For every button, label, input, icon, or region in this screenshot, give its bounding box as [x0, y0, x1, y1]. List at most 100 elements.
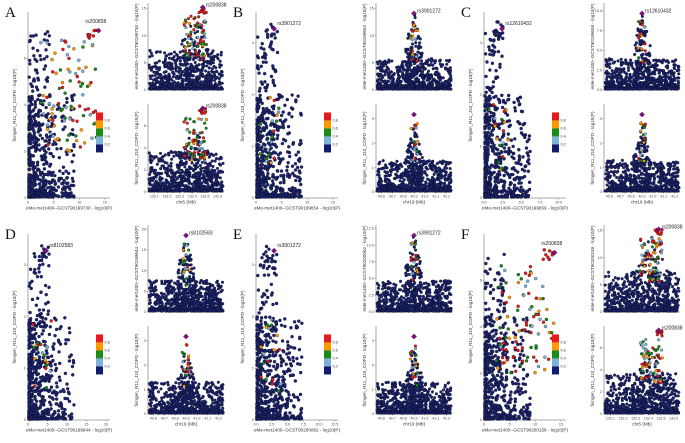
snp-point [167, 52, 171, 56]
scatter-y-axis-label: finngen_R11_J10_COPD - log10(P) [240, 68, 245, 141]
snp-point [158, 175, 162, 179]
snp-point [378, 59, 382, 63]
snp-point [272, 98, 276, 103]
snp-point [41, 93, 45, 98]
snp-point [420, 71, 424, 75]
snp-point [36, 97, 40, 102]
snp-point [209, 84, 214, 89]
snp-point [445, 83, 449, 87]
snp-point [259, 194, 263, 199]
x-tick-label: 7.5 [537, 201, 542, 205]
snp-point [202, 177, 206, 181]
snp-point [189, 62, 193, 66]
snp-point [449, 79, 453, 83]
snp-point [210, 186, 214, 191]
snp-point [179, 171, 183, 175]
snp-point [31, 126, 35, 131]
bottom-y-axis-label: finngen_R11_J10_COPD - log10(P) [134, 111, 139, 184]
snp-point [381, 159, 385, 163]
snp-point [45, 161, 49, 166]
snp-point [295, 165, 300, 170]
snp-point [200, 10, 204, 14]
snp-point [28, 39, 32, 44]
snp-point [410, 167, 414, 172]
snp-point [260, 192, 265, 196]
snp-point [205, 64, 209, 68]
snp-point [64, 169, 68, 173]
panel-b: B 0 1 2 3 0 5 10 15 eMe-met1400--GCST90199654 - l… [228, 0, 456, 221]
snp-point [410, 84, 415, 89]
snp-point [202, 32, 206, 36]
snp-point [72, 153, 76, 157]
snp-point [414, 145, 418, 149]
snp-point [148, 158, 152, 162]
y-tick-label: 2 [144, 168, 146, 172]
snp-point [188, 171, 192, 175]
snp-point [185, 128, 189, 132]
snp-point [177, 84, 181, 89]
snp-point [209, 163, 213, 168]
scatter-x-axis-label: eMe-met1400--GCST90199654 - log10(P) [254, 206, 341, 211]
snp-point [297, 191, 301, 196]
snp-point [259, 46, 263, 50]
snp-point [186, 62, 190, 66]
y-tick-label: 10 [370, 34, 374, 38]
snp-point [285, 150, 290, 154]
snp-point [192, 163, 196, 167]
snp-point [195, 175, 199, 180]
snp-point [409, 138, 413, 142]
snp-point [404, 161, 408, 165]
snp-point [406, 159, 410, 164]
snp-point [58, 169, 62, 173]
snp-point [264, 124, 269, 128]
snp-point [287, 145, 291, 149]
snp-point [413, 66, 417, 70]
snp-point [163, 188, 167, 192]
snp-point [210, 168, 214, 172]
snp-point [391, 81, 395, 85]
snp-point [507, 119, 512, 123]
snp-point [36, 114, 41, 118]
snp-point [255, 107, 259, 111]
snp-point [45, 127, 50, 131]
snp-point [29, 153, 33, 157]
snp-point [269, 131, 274, 136]
snp-point [179, 159, 183, 163]
x-tick-label: 5.0 [519, 201, 524, 205]
snp-point [60, 194, 64, 199]
snp-point [422, 184, 426, 188]
snp-point [206, 60, 210, 65]
snp-point [200, 147, 204, 151]
snp-point [273, 151, 278, 155]
snp-point [157, 68, 161, 72]
snp-point [189, 30, 193, 34]
snp-point [33, 100, 37, 104]
snp-point [406, 36, 410, 40]
snp-point [270, 32, 274, 36]
snp-point [390, 168, 394, 172]
snp-point [33, 149, 38, 153]
snp-point [64, 181, 69, 185]
snp-point [263, 85, 267, 90]
snp-point [153, 181, 157, 185]
snp-point [196, 42, 200, 46]
snp-point [259, 80, 263, 84]
snp-point [216, 86, 220, 90]
snp-point [256, 137, 260, 142]
snp-point [196, 29, 200, 34]
snp-point [50, 107, 54, 111]
snp-point [258, 86, 262, 91]
snp-point [196, 186, 200, 191]
snp-point [258, 93, 262, 98]
snp-point [419, 179, 423, 183]
snp-point [375, 66, 380, 70]
snp-point [66, 67, 70, 71]
snp-point [55, 147, 59, 151]
snp-point [65, 100, 69, 105]
snp-point [516, 170, 520, 174]
snp-point [446, 178, 450, 182]
snp-point [437, 76, 441, 80]
snp-point [34, 33, 38, 37]
snp-point [211, 173, 216, 177]
snp-point [378, 176, 382, 180]
